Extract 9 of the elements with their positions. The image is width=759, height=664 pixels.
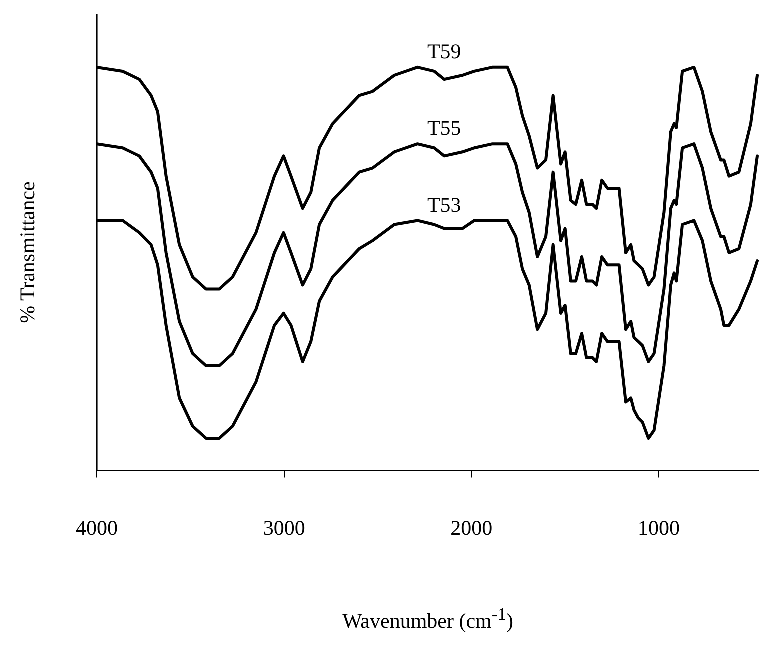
x-tick-label: 1000 <box>638 516 680 540</box>
y-axis-title: % Transmittance <box>16 180 40 326</box>
x-tick-label: 2000 <box>450 516 493 540</box>
series-label: T53 <box>427 192 462 217</box>
x-axis-title: Wavenumber (cm$^{-1}$) <box>342 604 514 634</box>
series-label: T55 <box>427 116 462 140</box>
x-tick-label: 3000 <box>263 516 306 540</box>
series-label: T59 <box>427 39 462 64</box>
x-tick-label: 4000 <box>76 516 118 540</box>
